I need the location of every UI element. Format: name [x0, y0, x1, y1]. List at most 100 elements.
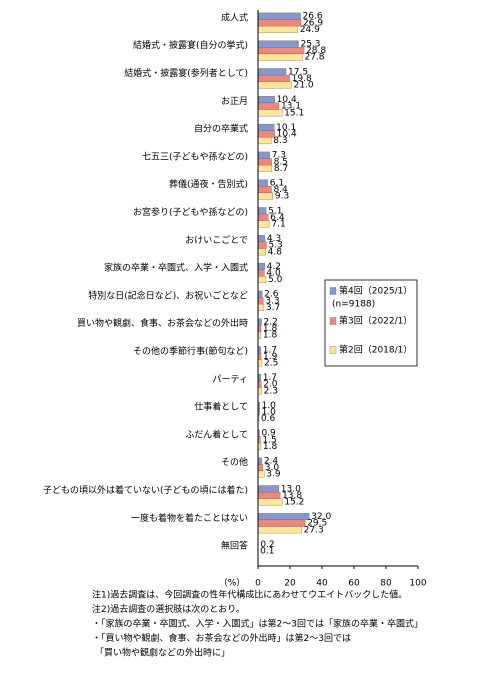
bar [258, 319, 262, 326]
bar [258, 103, 279, 110]
value-label: 4.8 [268, 247, 283, 257]
bar [258, 41, 298, 48]
bar [258, 263, 265, 270]
bar [258, 165, 272, 172]
bar [258, 131, 275, 138]
bar [258, 180, 268, 187]
bar [258, 486, 279, 493]
bar [258, 110, 282, 117]
x-tick-label: 20 [284, 579, 296, 589]
category-label: 買い物や観劇、食事、お茶会などの外出時 [77, 317, 248, 329]
value-label: 24.9 [300, 25, 320, 35]
legend-label: 第3回（2022/1） [339, 315, 412, 327]
legend-swatch [330, 347, 336, 354]
bar [258, 159, 272, 166]
bar [258, 242, 266, 249]
bar [258, 124, 274, 131]
category-label: お正月 [221, 96, 248, 107]
note: ・「家族の卒業・卒園式、入学・入園式」は第2～3回では「家族の卒業・卒園式」 [92, 618, 423, 630]
category-label: その他 [221, 456, 248, 468]
bar [258, 458, 262, 465]
bar [258, 13, 301, 20]
legend-label: 第2回（2018/1） [339, 344, 412, 356]
category-label: 仕事着として [194, 401, 248, 413]
category-label: 一度も着物を着たことはない [131, 512, 248, 524]
category-label: その他の季節行事(節句など) [133, 345, 248, 357]
bar [258, 270, 264, 277]
bar [258, 492, 280, 499]
legend-swatch [330, 288, 336, 295]
category-label: 七五三(子どもや孫などの) [142, 150, 248, 162]
bar [258, 249, 266, 256]
bar [258, 520, 305, 527]
bar [258, 471, 264, 478]
value-label: 27.8 [304, 53, 324, 63]
bar [258, 47, 304, 54]
bar [258, 186, 271, 193]
category-label: 葬儀(通夜・告別式) [169, 178, 248, 190]
value-label: 0.6 [261, 414, 276, 424]
x-tick-label: 100 [409, 579, 426, 589]
note: 注1)過去調査は、今回調査の性年代構成比にあわせてウエイトバックした値。 [92, 589, 407, 601]
x-tick-label: 0 [255, 579, 261, 589]
value-label: 7.1 [271, 220, 285, 230]
bar [258, 75, 290, 82]
legend-swatch [330, 318, 336, 325]
category-label: 特別な日(記念日など)、お祝いごとなど [88, 289, 248, 301]
category-label: 家族の卒業・卒園式、入学・入園式 [104, 262, 248, 274]
category-label: ふだん着として [185, 428, 248, 440]
value-label: 15.1 [284, 108, 304, 118]
category-label: 無回答 [221, 540, 248, 552]
bar [258, 221, 269, 228]
bar [258, 137, 271, 144]
category-label: お宮参り(子どもや孫などの) [133, 206, 248, 218]
category-label: おけいこごとで [185, 234, 248, 246]
value-label: 8.7 [274, 164, 288, 174]
bar [258, 82, 292, 89]
category-label: 結婚式・披露宴(自分の挙式) [133, 39, 248, 51]
legend-note: (n=9188) [332, 300, 375, 310]
bar [258, 69, 286, 76]
bar [258, 276, 266, 283]
value-label: 2.5 [264, 359, 278, 369]
value-label: 3.9 [266, 470, 281, 480]
value-label: 9.3 [275, 192, 289, 202]
bar [258, 499, 282, 506]
bar [258, 96, 275, 103]
category-label: 子どもの頃以外は着ていない(子どもの頃には着た) [43, 484, 248, 496]
value-label: 1.8 [263, 331, 278, 341]
value-label: 0.1 [260, 547, 274, 557]
bar [258, 54, 302, 61]
bar [258, 291, 262, 298]
bar [258, 527, 302, 534]
category-label: 結婚式・披露宴(参列者として) [124, 67, 248, 79]
bar [258, 388, 262, 395]
bar [258, 235, 265, 242]
value-label: 21.0 [294, 81, 314, 91]
note: 「買い物や観劇などの外出時に」 [95, 647, 230, 659]
category-label: 自分の卒業式 [194, 123, 248, 135]
value-label: 15.2 [284, 498, 304, 508]
value-label: 27.3 [304, 525, 324, 535]
bar [258, 208, 266, 215]
note: ・「買い物や観劇、食事、お茶会などの外出時」は第2～3回では [92, 632, 351, 644]
bar [258, 360, 262, 367]
bar [258, 214, 268, 221]
bar [258, 298, 263, 305]
bar [258, 152, 270, 159]
bar [258, 513, 309, 520]
value-label: 8.3 [273, 136, 287, 146]
category-label: パーティ [213, 374, 248, 385]
x-axis-label: （%） [219, 578, 246, 589]
bar [258, 26, 298, 33]
legend-label: 第4回（2025/1） [339, 285, 412, 297]
bar [258, 464, 263, 471]
bar [258, 193, 273, 200]
value-label: 1.8 [263, 442, 278, 452]
category-label: 成人式 [221, 11, 248, 23]
x-tick-label: 80 [380, 579, 392, 589]
note: 注2)過去調査の選択肢は次のとおり。 [92, 603, 245, 615]
value-label: 2.3 [264, 386, 278, 396]
value-label: 5.0 [268, 275, 283, 285]
